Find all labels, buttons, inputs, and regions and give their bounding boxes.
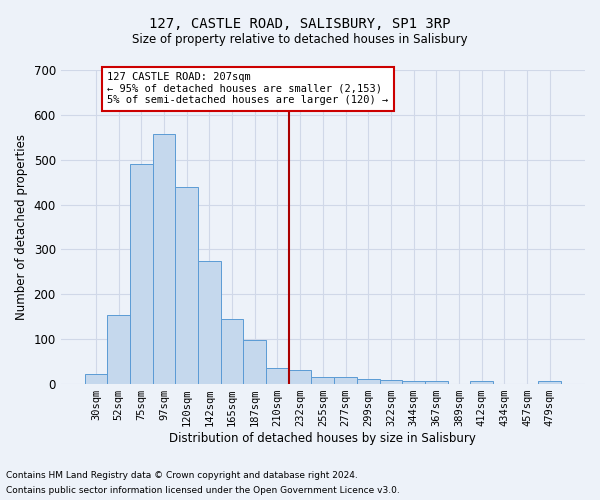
- Bar: [538, 381, 561, 384]
- Bar: [107, 314, 130, 384]
- Bar: [357, 378, 380, 384]
- Bar: [85, 374, 107, 384]
- Text: Size of property relative to detached houses in Salisbury: Size of property relative to detached ho…: [132, 32, 468, 46]
- Bar: [380, 380, 402, 384]
- Text: Contains HM Land Registry data © Crown copyright and database right 2024.: Contains HM Land Registry data © Crown c…: [6, 471, 358, 480]
- Bar: [221, 319, 244, 384]
- Bar: [175, 186, 198, 384]
- Bar: [334, 378, 357, 384]
- Bar: [402, 381, 425, 384]
- Y-axis label: Number of detached properties: Number of detached properties: [15, 134, 28, 320]
- X-axis label: Distribution of detached houses by size in Salisbury: Distribution of detached houses by size …: [169, 432, 476, 445]
- Text: Contains public sector information licensed under the Open Government Licence v3: Contains public sector information licen…: [6, 486, 400, 495]
- Text: 127 CASTLE ROAD: 207sqm
← 95% of detached houses are smaller (2,153)
5% of semi-: 127 CASTLE ROAD: 207sqm ← 95% of detache…: [107, 72, 388, 106]
- Bar: [244, 340, 266, 384]
- Bar: [289, 370, 311, 384]
- Bar: [152, 134, 175, 384]
- Bar: [266, 368, 289, 384]
- Bar: [130, 164, 152, 384]
- Bar: [311, 378, 334, 384]
- Text: 127, CASTLE ROAD, SALISBURY, SP1 3RP: 127, CASTLE ROAD, SALISBURY, SP1 3RP: [149, 18, 451, 32]
- Bar: [198, 260, 221, 384]
- Bar: [470, 382, 493, 384]
- Bar: [425, 382, 448, 384]
